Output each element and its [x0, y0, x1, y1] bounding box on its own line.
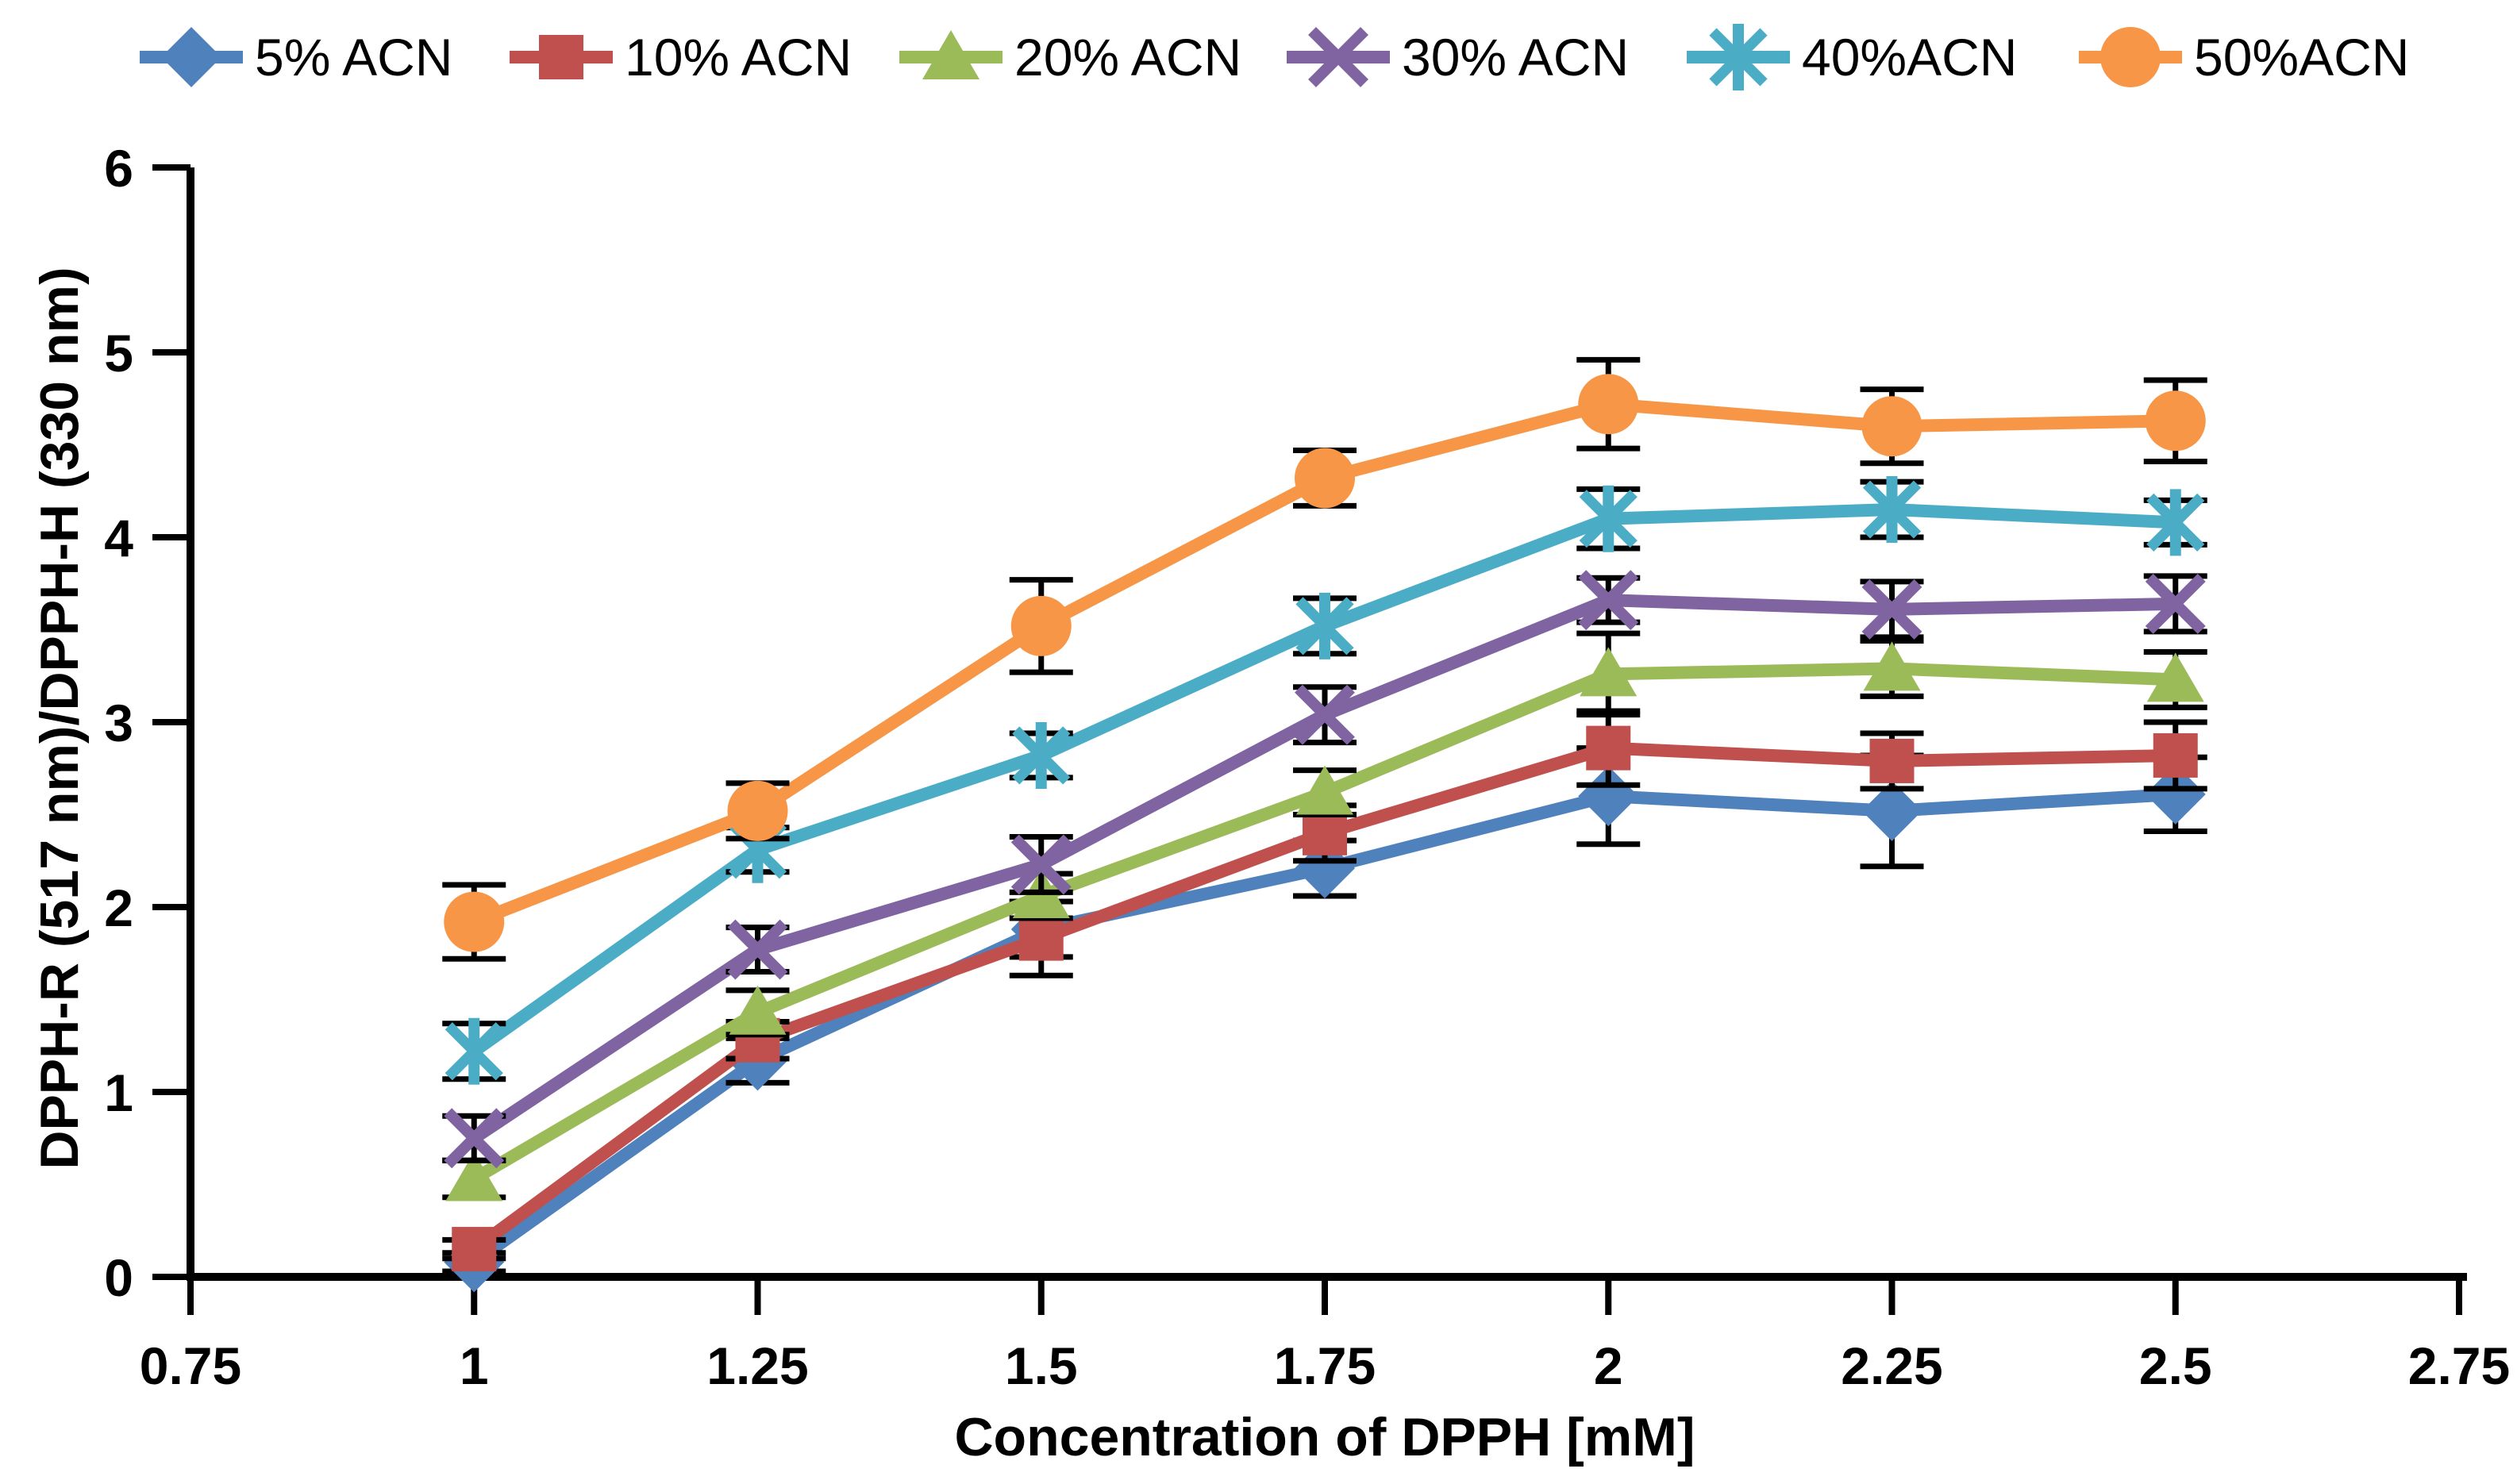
legend-marker-20-acn [922, 30, 979, 79]
x-tick-label: 1.5 [1005, 1336, 1078, 1395]
marker-10-acn [1303, 810, 1347, 855]
x-tick-label: 2.25 [1841, 1336, 1942, 1395]
marker-50-acn [2145, 390, 2206, 452]
y-tick-label: 3 [104, 694, 133, 752]
marker-40-acn [445, 1022, 503, 1081]
marker-40-acn [1862, 480, 1922, 539]
y-tick-label: 0 [104, 1248, 133, 1307]
legend-label-5-acn: 5% ACN [255, 28, 452, 87]
legend-marker-30-acn [1308, 27, 1368, 87]
marker-5-acn [2145, 763, 2206, 825]
marker-30-acn [727, 919, 788, 980]
marker-40-acn [1579, 490, 1638, 548]
marker-10-acn [2153, 732, 2198, 778]
x-tick-label: 1.75 [1274, 1336, 1376, 1395]
marker-40-acn [1012, 726, 1071, 785]
marker-30-acn [444, 1108, 505, 1169]
marker-30-acn [1295, 684, 1355, 745]
marker-30-acn [1861, 579, 1922, 640]
x-tick-label: 2.75 [2408, 1336, 2510, 1395]
x-tick-label: 2 [1594, 1336, 1623, 1395]
x-tick-label: 1 [460, 1336, 489, 1395]
marker-50-acn [1010, 595, 1072, 656]
marker-50-acn [1578, 374, 1639, 435]
y-tick-label: 2 [104, 878, 133, 937]
marker-50-acn [727, 780, 788, 841]
marker-20-acn [729, 985, 787, 1035]
y-axis-title: DPPH-R (517 nm)/DPPH-H (330 nm) [29, 267, 90, 1170]
marker-20-acn [445, 1151, 503, 1201]
legend-label-40-acn: 40%ACN [1802, 28, 2017, 87]
marker-50-acn [1295, 448, 1355, 509]
legend-marker-5-acn [161, 27, 221, 87]
y-tick-label: 4 [104, 509, 133, 567]
marker-40-acn [1295, 597, 1354, 655]
x-tick-label: 1.25 [706, 1336, 808, 1395]
marker-30-acn [1010, 834, 1072, 895]
marker-50-acn [1861, 396, 1922, 457]
legend-label-20-acn: 20% ACN [1014, 28, 1241, 87]
legend-marker-40-acn [1709, 28, 1768, 87]
y-tick-label: 6 [104, 139, 133, 198]
marker-30-acn [2145, 573, 2206, 634]
marker-5-acn [1578, 766, 1639, 827]
marker-40-acn [2146, 493, 2205, 552]
legend-marker-50-acn [2100, 27, 2161, 87]
x-tick-label: 2.5 [2139, 1336, 2212, 1395]
marker-30-acn [1578, 570, 1639, 631]
legend-label-10-acn: 10% ACN [625, 28, 852, 87]
legend-label-30-acn: 30% ACN [1402, 28, 1629, 87]
y-tick-label: 5 [104, 324, 133, 383]
marker-20-acn [1296, 765, 1353, 815]
y-tick-label: 1 [104, 1063, 133, 1122]
marker-5-acn [1861, 780, 1922, 841]
legend-marker-10-acn [539, 35, 583, 79]
x-tick-label: 0.75 [140, 1336, 241, 1395]
marker-10-acn [1869, 738, 1915, 783]
marker-20-acn [1580, 647, 1638, 697]
marker-10-acn [1018, 916, 1064, 961]
x-axis-title: Concentration of DPPH [mM] [954, 1407, 1695, 1467]
marker-20-acn [1863, 641, 1921, 691]
marker-50-acn [444, 891, 505, 952]
marker-20-acn [2146, 652, 2204, 702]
legend-label-50-acn: 50%ACN [2194, 28, 2409, 87]
marker-10-acn [452, 1227, 497, 1272]
marker-10-acn [1586, 725, 1631, 771]
